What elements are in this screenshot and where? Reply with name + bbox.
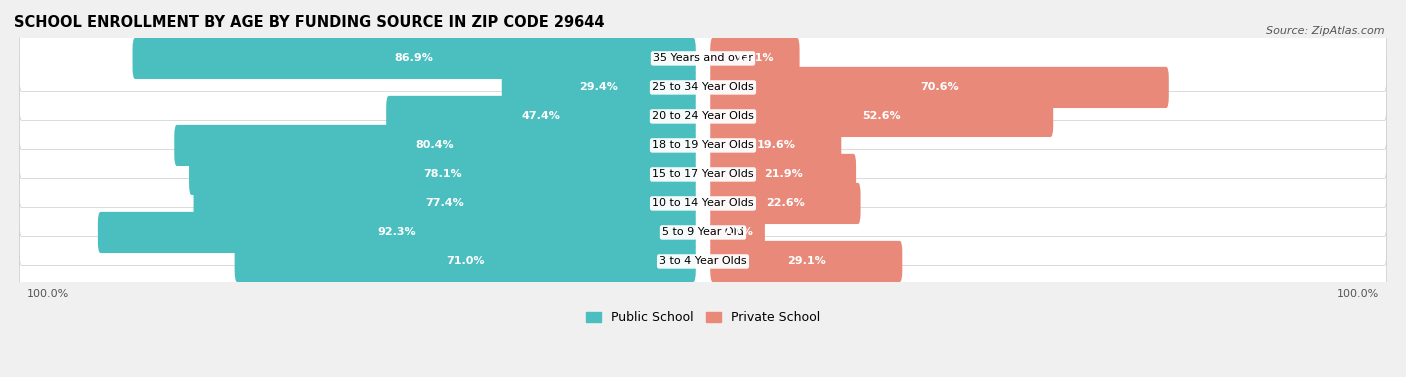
Text: 52.6%: 52.6% [862,112,901,121]
FancyBboxPatch shape [188,154,696,195]
FancyBboxPatch shape [20,141,1386,207]
FancyBboxPatch shape [20,228,1386,294]
FancyBboxPatch shape [710,125,841,166]
Text: 19.6%: 19.6% [756,141,796,150]
FancyBboxPatch shape [20,25,1386,91]
Text: 78.1%: 78.1% [423,169,461,179]
Text: 29.1%: 29.1% [787,256,825,267]
Text: 18 to 19 Year Olds: 18 to 19 Year Olds [652,141,754,150]
Text: 10 to 14 Year Olds: 10 to 14 Year Olds [652,198,754,208]
FancyBboxPatch shape [132,38,696,79]
Text: 22.6%: 22.6% [766,198,804,208]
Text: 25 to 34 Year Olds: 25 to 34 Year Olds [652,83,754,92]
FancyBboxPatch shape [710,241,903,282]
FancyBboxPatch shape [98,212,696,253]
Text: 70.6%: 70.6% [920,83,959,92]
Text: 15 to 17 Year Olds: 15 to 17 Year Olds [652,169,754,179]
Text: Source: ZipAtlas.com: Source: ZipAtlas.com [1267,26,1385,37]
FancyBboxPatch shape [502,67,696,108]
Text: 21.9%: 21.9% [763,169,803,179]
FancyBboxPatch shape [20,83,1386,149]
Text: SCHOOL ENROLLMENT BY AGE BY FUNDING SOURCE IN ZIP CODE 29644: SCHOOL ENROLLMENT BY AGE BY FUNDING SOUR… [14,15,605,30]
FancyBboxPatch shape [20,170,1386,236]
FancyBboxPatch shape [194,183,696,224]
FancyBboxPatch shape [20,199,1386,265]
FancyBboxPatch shape [710,67,1168,108]
Text: 29.4%: 29.4% [579,83,619,92]
Text: 86.9%: 86.9% [395,54,433,63]
Text: 3 to 4 Year Olds: 3 to 4 Year Olds [659,256,747,267]
Text: 5 to 9 Year Old: 5 to 9 Year Old [662,227,744,238]
Text: 71.0%: 71.0% [446,256,485,267]
Text: 13.1%: 13.1% [735,54,775,63]
FancyBboxPatch shape [710,212,765,253]
Text: 47.4%: 47.4% [522,112,561,121]
Legend: Public School, Private School: Public School, Private School [581,306,825,329]
FancyBboxPatch shape [235,241,696,282]
FancyBboxPatch shape [387,96,696,137]
Text: 80.4%: 80.4% [416,141,454,150]
Text: 92.3%: 92.3% [378,227,416,238]
FancyBboxPatch shape [710,38,800,79]
Text: 7.7%: 7.7% [723,227,754,238]
FancyBboxPatch shape [710,183,860,224]
FancyBboxPatch shape [174,125,696,166]
FancyBboxPatch shape [710,154,856,195]
Text: 35 Years and over: 35 Years and over [652,54,754,63]
FancyBboxPatch shape [20,54,1386,120]
Text: 20 to 24 Year Olds: 20 to 24 Year Olds [652,112,754,121]
FancyBboxPatch shape [20,112,1386,178]
Text: 77.4%: 77.4% [425,198,464,208]
FancyBboxPatch shape [710,96,1053,137]
